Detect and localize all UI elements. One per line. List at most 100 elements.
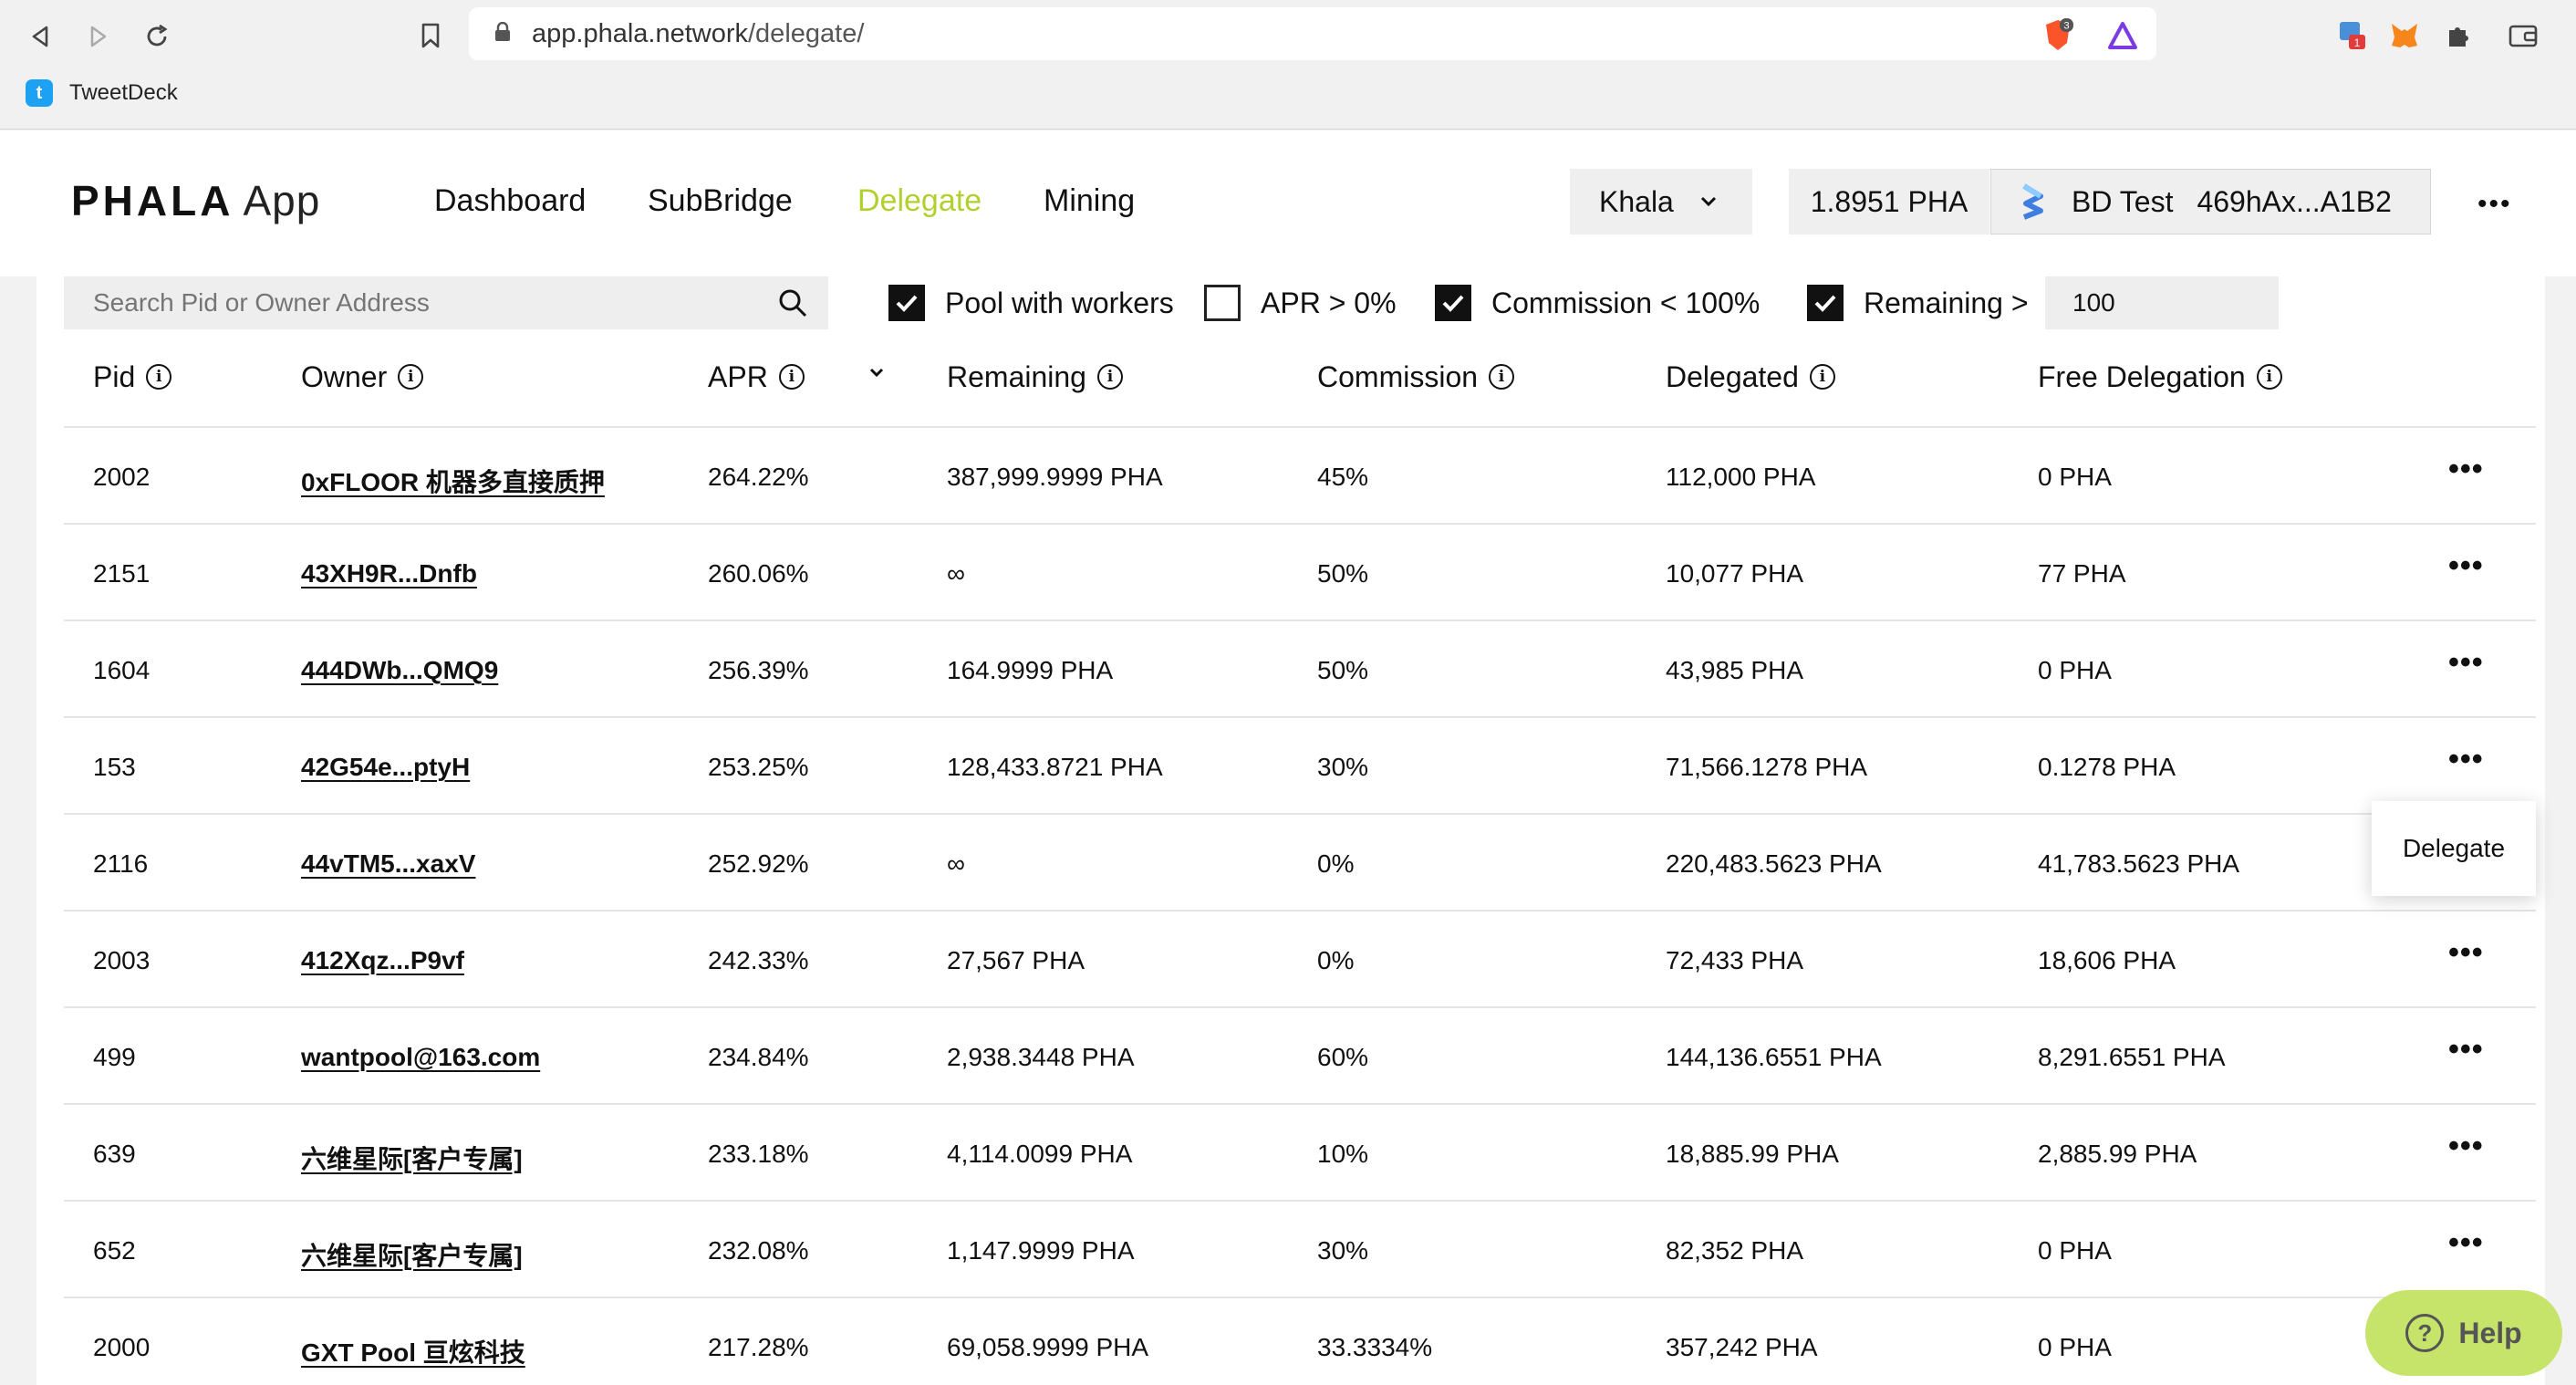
cell-owner-link[interactable]: 六维星际[客户专属]	[301, 1242, 523, 1270]
metamask-icon[interactable]	[2387, 18, 2422, 53]
nav-delegate[interactable]: Delegate	[857, 183, 982, 218]
nav-mining[interactable]: Mining	[1044, 183, 1136, 218]
forward-icon[interactable]	[82, 20, 115, 53]
column-header-apr[interactable]: APR i	[708, 359, 805, 395]
column-label: Commission	[1317, 359, 1479, 393]
account-name: BD Test	[2072, 184, 2174, 218]
row-menu-icon[interactable]: •••	[2448, 935, 2484, 970]
cell-remaining: 27,567 PHA	[947, 946, 1085, 974]
filter-remaining[interactable]: Remaining >	[1807, 276, 2029, 329]
cell-owner-link[interactable]: wantpool@163.com	[301, 1043, 541, 1071]
column-label: Owner	[301, 359, 388, 393]
help-label: Help	[2458, 1316, 2522, 1349]
cell-owner-link[interactable]: 0xFLOOR 机器多直接质押	[301, 468, 605, 496]
table-row: 2116 44vTM5...xaxV 252.92% ∞ 0% 220,483.…	[64, 813, 2536, 910]
filter-pool-with-workers[interactable]: Pool with workers	[888, 276, 1174, 329]
pool-table: 2002 0xFLOOR 机器多直接质押 264.22% 387,999.999…	[64, 426, 2536, 1385]
checkbox-remaining[interactable]	[1807, 285, 1844, 321]
cell-delegated: 72,433 PHA	[1666, 946, 1803, 974]
column-label: Delegated	[1666, 359, 1799, 393]
column-label: Free Delegation	[2038, 359, 2246, 393]
search-icon[interactable]	[777, 287, 808, 318]
column-header-commission[interactable]: Commission i	[1317, 359, 1515, 395]
cell-free-delegation: 41,783.5623 PHA	[2038, 849, 2240, 878]
table-row: 639 六维星际[客户专属] 233.18% 4,114.0099 PHA 10…	[64, 1103, 2536, 1200]
bookmark-tweetdeck[interactable]: t TweetDeck	[26, 79, 178, 107]
info-icon[interactable]: i	[398, 364, 424, 390]
info-icon[interactable]: i	[146, 364, 172, 390]
brave-shield-icon[interactable]: 3	[2041, 18, 2075, 53]
reload-icon[interactable]	[140, 20, 173, 53]
row-menu-icon[interactable]: •••	[2448, 645, 2484, 680]
filter-commission[interactable]: Commission < 100%	[1435, 276, 1760, 329]
cell-owner-link[interactable]: 42G54e...ptyH	[301, 753, 471, 781]
table-row: 499 wantpool@163.com 234.84% 2,938.3448 …	[64, 1006, 2536, 1103]
cell-commission: 45%	[1317, 463, 1369, 491]
extension-icon[interactable]: 1	[2335, 18, 2370, 53]
network-selector[interactable]: Khala	[1570, 169, 1752, 234]
nav-subbridge[interactable]: SubBridge	[648, 183, 793, 218]
ext-badge: 1	[2354, 36, 2361, 49]
filter-apr[interactable]: APR > 0%	[1204, 276, 1397, 329]
puzzle-icon[interactable]	[2442, 18, 2477, 53]
brave-badge: 3	[2063, 21, 2069, 32]
wallet-icon[interactable]	[2506, 18, 2540, 53]
bookmark-icon[interactable]	[420, 22, 441, 54]
row-menu-icon[interactable]: •••	[2448, 1225, 2484, 1260]
phala-logo[interactable]: PHALA App	[71, 176, 320, 225]
checkbox-apr[interactable]	[1204, 285, 1241, 321]
cell-owner-link[interactable]: GXT Pool 亘炫科技	[301, 1338, 525, 1367]
info-icon[interactable]: i	[1809, 364, 1835, 390]
cell-commission: 30%	[1317, 753, 1369, 781]
cell-owner-link[interactable]: 444DWb...QMQ9	[301, 656, 499, 684]
column-label: APR	[708, 359, 768, 393]
search-input[interactable]	[64, 276, 702, 329]
column-header-remaining[interactable]: Remaining i	[947, 359, 1123, 395]
cell-free-delegation: 0 PHA	[2038, 463, 2112, 491]
cell-free-delegation: 77 PHA	[2038, 559, 2126, 588]
cell-remaining: 164.9999 PHA	[947, 656, 1114, 684]
remaining-threshold-input[interactable]	[2045, 276, 2279, 329]
info-icon[interactable]: i	[778, 364, 805, 390]
cell-owner-link[interactable]: 412Xqz...P9vf	[301, 946, 464, 974]
cell-delegated: 220,483.5623 PHA	[1666, 849, 1882, 878]
more-menu-icon[interactable]: •••	[2477, 189, 2512, 219]
balance-display[interactable]: 1.8951 PHA	[1789, 169, 1989, 234]
row-menu-icon[interactable]: •••	[2448, 742, 2484, 776]
info-icon[interactable]: i	[1096, 364, 1123, 390]
filter-label: Pool with workers	[945, 286, 1174, 319]
lock-icon	[494, 21, 511, 42]
cell-free-delegation: 0.1278 PHA	[2038, 753, 2176, 781]
table-row: 153 42G54e...ptyH 253.25% 128,433.8721 P…	[64, 716, 2536, 813]
cell-commission: 0%	[1317, 946, 1355, 974]
info-icon[interactable]: i	[1489, 364, 1515, 390]
url-text[interactable]: app.phala.network/delegate/	[532, 19, 864, 49]
account-address: 469hAx...A1B2	[2197, 184, 2392, 218]
delegate-menu-item[interactable]: Delegate	[2372, 801, 2536, 896]
info-icon[interactable]: i	[2256, 364, 2282, 390]
row-menu-icon[interactable]: •••	[2448, 452, 2484, 486]
cell-owner-link[interactable]: 六维星际[客户专属]	[301, 1145, 523, 1173]
back-icon[interactable]	[24, 20, 57, 53]
row-menu-icon[interactable]: •••	[2448, 548, 2484, 583]
checkbox-pool-with-workers[interactable]	[888, 285, 925, 321]
column-header-owner[interactable]: Owner i	[301, 359, 424, 395]
account-button[interactable]: BD Test 469hAx...A1B2	[1990, 169, 2431, 234]
column-header-delegated[interactable]: Delegated i	[1666, 359, 1835, 395]
sort-chevron-down-icon[interactable]	[867, 366, 886, 379]
cell-commission: 10%	[1317, 1140, 1369, 1168]
cell-remaining: 128,433.8721 PHA	[947, 753, 1163, 781]
address-bar[interactable]	[469, 7, 2156, 60]
help-button[interactable]: ? Help	[2365, 1290, 2562, 1376]
brave-rewards-icon[interactable]	[2105, 18, 2140, 53]
row-menu-icon[interactable]: •••	[2448, 1129, 2484, 1163]
column-header-pid[interactable]: Pid i	[93, 359, 172, 395]
column-header-free-delegation[interactable]: Free Delegation i	[2038, 359, 2282, 395]
row-menu-icon[interactable]: •••	[2448, 1032, 2484, 1067]
cell-owner-link[interactable]: 44vTM5...xaxV	[301, 849, 476, 878]
checkbox-commission[interactable]	[1435, 285, 1471, 321]
table-row: 2003 412Xqz...P9vf 242.33% 27,567 PHA 0%…	[64, 910, 2536, 1006]
cell-owner-link[interactable]: 43XH9R...Dnfb	[301, 559, 477, 588]
cell-commission: 33.3334%	[1317, 1333, 1433, 1361]
nav-dashboard[interactable]: Dashboard	[434, 183, 587, 218]
